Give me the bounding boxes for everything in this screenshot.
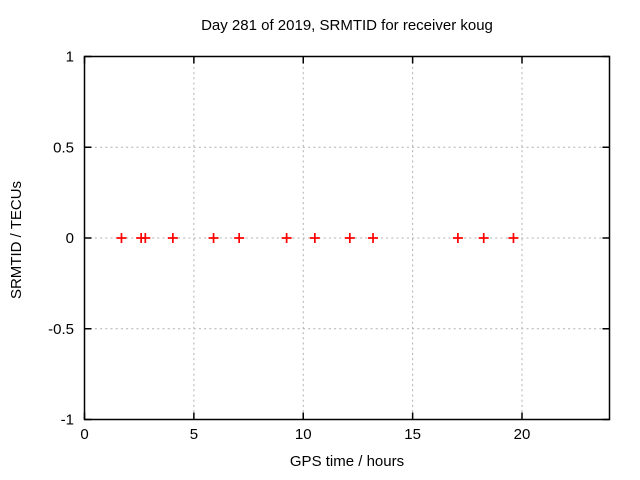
data-point-marker (344, 233, 355, 243)
data-point-marker (208, 233, 219, 243)
data-point-marker (368, 233, 379, 243)
data-point-marker (167, 233, 178, 243)
data-point-marker (508, 233, 519, 243)
x-tick-label: 10 (295, 426, 312, 443)
y-tick-label: -1 (61, 412, 74, 429)
data-point-marker (478, 233, 489, 243)
tick-label-layer: 0 5 10 15 20 -1 -0.5 0 0.5 1 (48, 49, 530, 444)
plot-frame (83, 55, 611, 421)
y-axis-label: SRMTID / TECUs (8, 181, 25, 299)
data-point-marker (116, 233, 127, 243)
y-tick-label: 1 (66, 49, 74, 66)
x-axis-label: GPS time / hours (290, 453, 404, 470)
data-point-marker (281, 233, 292, 243)
x-tick-label: 0 (80, 426, 88, 443)
x-tick-label: 20 (514, 426, 531, 443)
x-tick-label: 5 (190, 426, 198, 443)
data-point-marker (309, 233, 320, 243)
grid-layer (84, 56, 610, 420)
chart-title: Day 281 of 2019, SRMTID for receiver kou… (201, 17, 493, 34)
data-point-marker (452, 233, 463, 243)
y-tick-label: 0 (66, 230, 74, 247)
x-tick-label: 15 (404, 426, 421, 443)
data-point-marker (234, 233, 245, 243)
y-tick-label: 0.5 (53, 139, 74, 156)
y-tick-label: -0.5 (48, 321, 74, 338)
series-layer (116, 233, 519, 243)
data-point-marker (140, 233, 151, 243)
